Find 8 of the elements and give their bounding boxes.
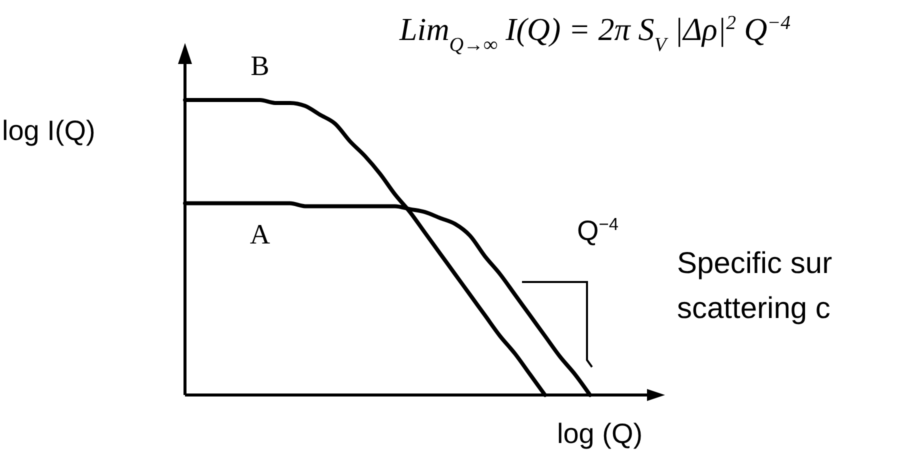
text: Specific sur — [677, 247, 832, 280]
legend-label: B — [250, 51, 270, 82]
annotation: Q$^{−4}$ — [577, 214, 619, 246]
y-axis-title: log I(Q) — [2, 115, 96, 146]
text: scattering c — [677, 292, 830, 325]
series-label: A — [250, 219, 271, 250]
x-axis-title: log (Q) — [557, 418, 643, 449]
chart-title: Lim$_{Q→∞}$ I(Q) = 2π S$_{V}$ |Δρ|$^{2}$ Q$^{−4}$ — [398, 11, 791, 56]
